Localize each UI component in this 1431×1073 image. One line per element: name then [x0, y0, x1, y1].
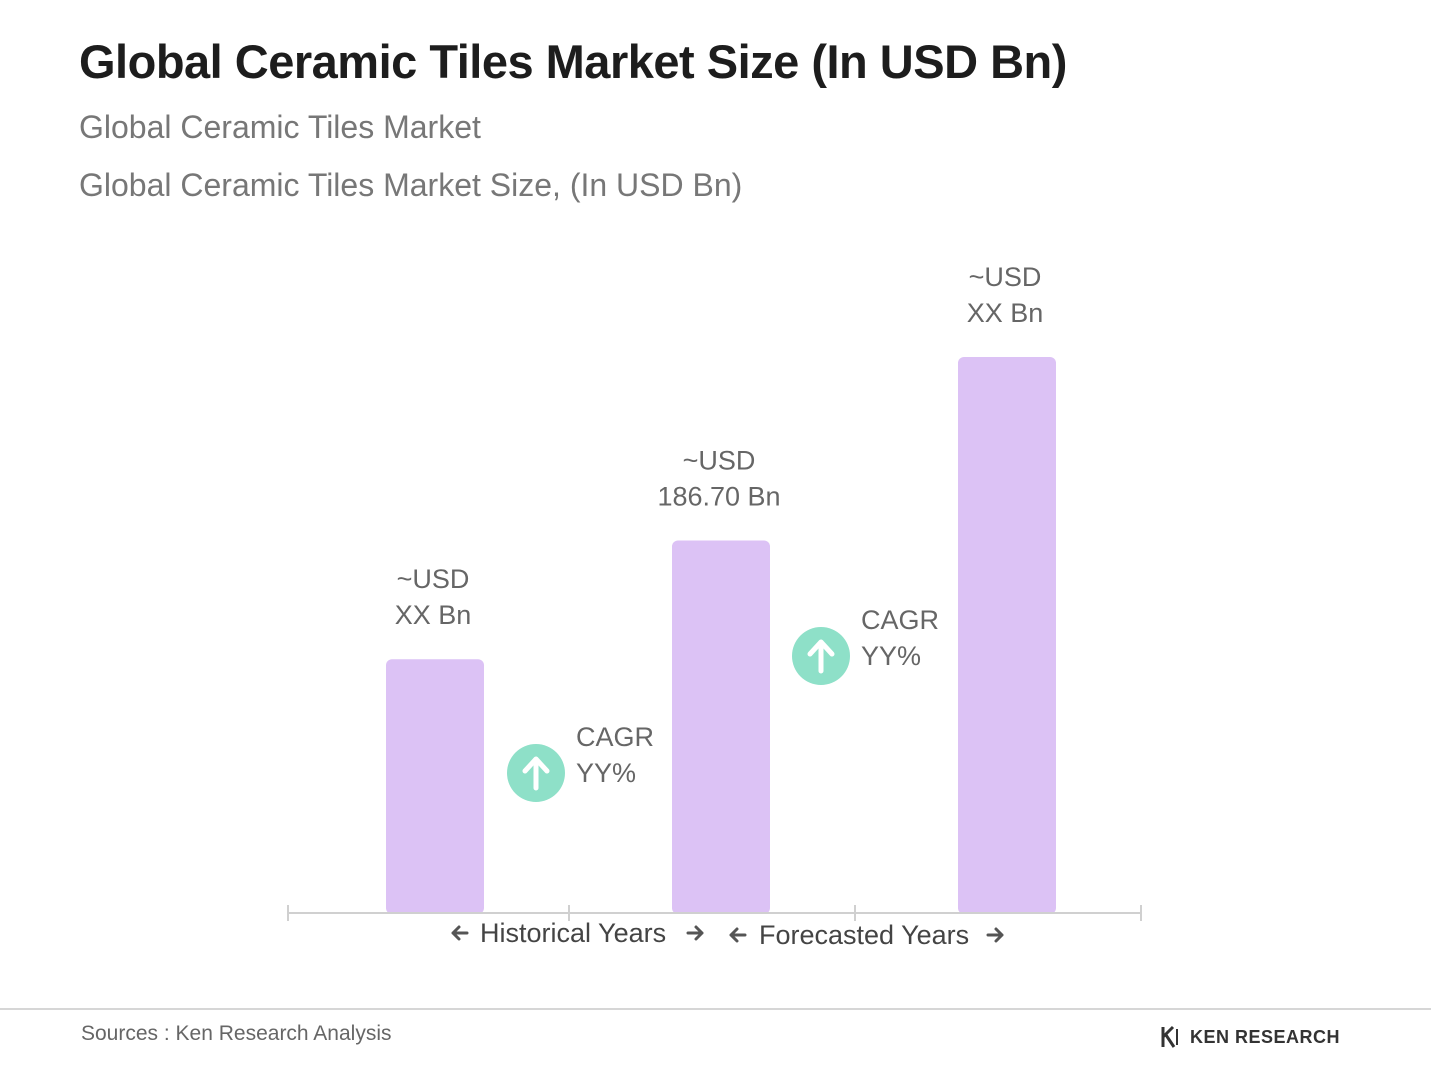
footer-divider: [0, 1008, 1431, 1010]
period-2-right-arrow-icon: [986, 927, 1004, 943]
cagr-2-label-line-1: CAGR: [861, 605, 939, 635]
cagr-1-label-line-2: YY%: [576, 758, 636, 788]
period-1-left-arrow-icon: [451, 925, 469, 941]
bar-1-value-label-line-2: XX Bn: [395, 600, 472, 630]
period-label-2: Forecasted Years: [759, 920, 969, 950]
cagr-2-arrow-glyph: [807, 639, 835, 674]
chart-subtitle: Global Ceramic Tiles Market: [79, 109, 481, 145]
bar-3: [958, 357, 1056, 914]
bar-1-value-label-line-1: ~USD: [397, 564, 470, 594]
bar-2-value-label-line-2: 186.70 Bn: [657, 482, 780, 512]
chart-title: Global Ceramic Tiles Market Size (In USD…: [79, 35, 1067, 88]
period-label-1: Historical Years: [480, 918, 666, 948]
period-2-left-arrow-icon: [729, 927, 747, 943]
period-1-right-arrow-icon: [686, 925, 704, 941]
bar-2-value-label-line-1: ~USD: [683, 446, 756, 476]
bar-3-value-label-line-1: ~USD: [969, 262, 1042, 292]
chart-subtitle-secondary: Global Ceramic Tiles Market Size, (In US…: [79, 167, 743, 203]
cagr-1-arrow-glyph: [522, 756, 550, 791]
bar-3-value-label-line-2: XX Bn: [967, 298, 1044, 328]
bar-1: [386, 659, 484, 914]
bar-2: [672, 540, 770, 914]
ken-research-logo: KEN RESEARCH: [1160, 1025, 1340, 1049]
bar-chart: ~USD XX Bn ~USD 186.70 Bn ~USD XX Bn CAGR YY% CA…: [287, 262, 1142, 950]
source-note: Sources : Ken Research Analysis: [81, 1022, 392, 1045]
ken-research-logo-icon: [1161, 1025, 1178, 1048]
logo-text: KEN RESEARCH: [1190, 1026, 1341, 1047]
cagr-2-label-line-2: YY%: [861, 641, 921, 671]
cagr-1-label-line-1: CAGR: [576, 722, 654, 752]
